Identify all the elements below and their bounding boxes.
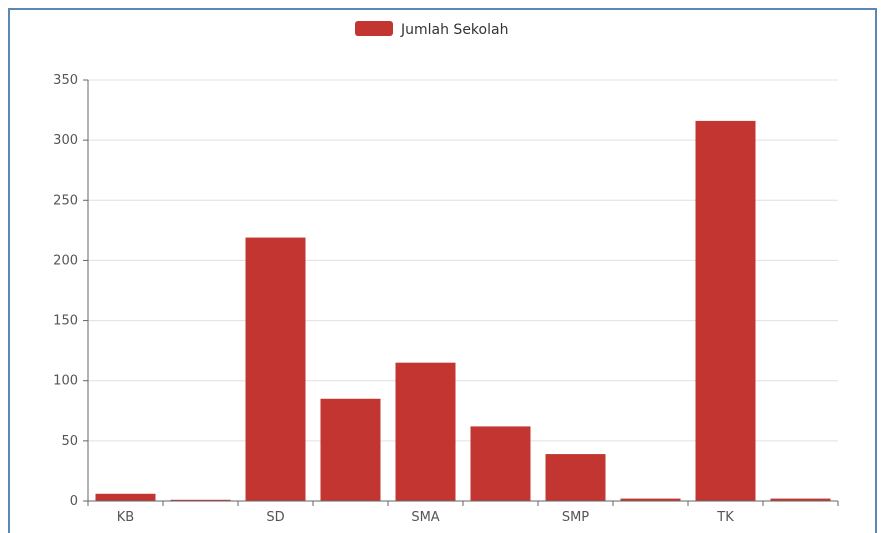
x-tick-label: SD xyxy=(266,510,284,525)
x-tick-label: KB xyxy=(117,510,134,525)
y-tick-label: 100 xyxy=(53,374,78,389)
y-tick-label: 350 xyxy=(53,73,78,88)
bar[interactable] xyxy=(95,493,156,501)
bar[interactable] xyxy=(545,454,606,501)
y-tick-label: 50 xyxy=(61,434,78,449)
bar[interactable] xyxy=(470,426,531,501)
legend-label[interactable]: Jumlah Sekolah xyxy=(400,22,508,38)
x-tick-label: SMA xyxy=(411,510,439,525)
legend[interactable]: Jumlah Sekolah xyxy=(355,21,508,38)
y-axis: 0 50 100 150 200 250 300 350 xyxy=(53,73,89,509)
bar[interactable] xyxy=(395,362,456,501)
y-tick-label: 150 xyxy=(53,314,78,329)
bars xyxy=(95,120,831,501)
bar[interactable] xyxy=(620,498,681,501)
y-tick-label: 0 xyxy=(70,494,78,509)
x-axis: KB SD SMA SMP TK xyxy=(87,500,839,525)
y-tick-label: 200 xyxy=(53,253,78,268)
bar[interactable] xyxy=(245,237,306,501)
legend-swatch[interactable] xyxy=(355,21,393,36)
bar[interactable] xyxy=(695,120,756,501)
bar[interactable] xyxy=(320,398,381,501)
x-tick-label: TK xyxy=(716,510,734,525)
y-tick-label: 300 xyxy=(53,133,78,148)
x-tick-label: SMP xyxy=(562,510,589,525)
bar[interactable] xyxy=(170,499,231,501)
y-tick-label: 250 xyxy=(53,193,78,208)
bar[interactable] xyxy=(770,498,831,501)
